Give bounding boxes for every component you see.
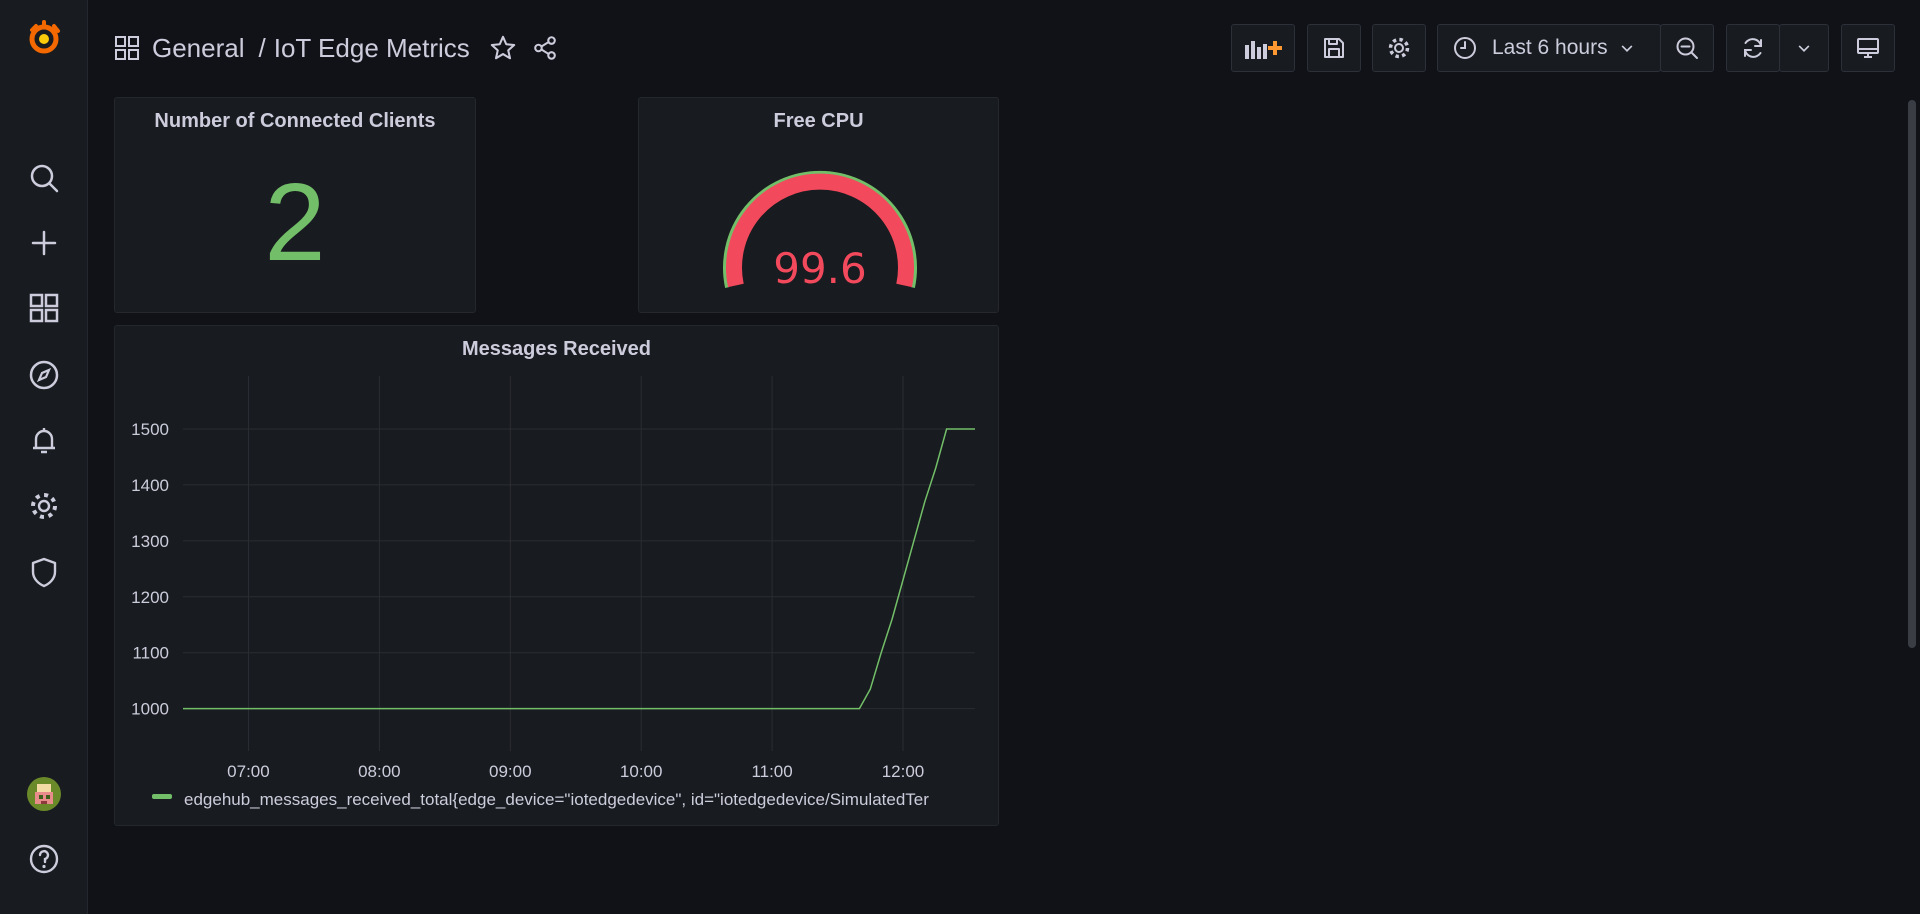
- tv-mode-icon: [1857, 38, 1879, 58]
- dashboards-icon: [115, 36, 139, 60]
- shield-icon[interactable]: [20, 548, 68, 596]
- avatar[interactable]: [20, 770, 68, 818]
- y-tick-label: 1200: [131, 588, 169, 607]
- add-panel-button[interactable]: [1231, 24, 1295, 72]
- breadcrumb: General / IoT Edge Metrics: [114, 28, 560, 68]
- x-tick-label: 10:00: [620, 762, 663, 781]
- zoom-out-icon: [1676, 37, 1698, 59]
- grafana-logo-icon[interactable]: [20, 14, 68, 62]
- y-tick-label: 1300: [131, 532, 169, 551]
- tv-mode-button[interactable]: [1841, 24, 1895, 72]
- search-icon[interactable]: [20, 154, 68, 202]
- share-icon[interactable]: [530, 33, 560, 63]
- timeseries-panel-messages-received[interactable]: Messages Received 1000 1100 1200 1300 1400 15…: [114, 325, 999, 826]
- gauge-threshold-arc: [723, 170, 917, 288]
- help-icon[interactable]: [20, 835, 68, 883]
- x-tick-label: 07:00: [227, 762, 270, 781]
- dashboard-title[interactable]: IoT Edge Metrics: [273, 32, 470, 63]
- clock-icon: [1454, 37, 1476, 59]
- series-line: [183, 428, 975, 710]
- x-tick-label: 09:00: [489, 762, 532, 781]
- plus-icon[interactable]: [20, 219, 68, 267]
- folder-link[interactable]: General: [152, 32, 245, 63]
- panel-title[interactable]: Messages Received: [461, 338, 651, 360]
- y-tick-label: 1400: [131, 476, 169, 495]
- x-tick-label: 11:00: [751, 762, 792, 781]
- alerting-icon[interactable]: [20, 416, 68, 464]
- stat-value: 2: [264, 161, 326, 284]
- y-tick-label: 1100: [132, 644, 169, 663]
- gauge-value: 99.6: [773, 244, 867, 293]
- refresh-interval-button[interactable]: [1779, 24, 1829, 72]
- refresh-button[interactable]: [1726, 24, 1780, 72]
- x-tick-label: 12:00: [882, 762, 925, 781]
- dashboard-settings-button[interactable]: [1372, 24, 1426, 72]
- messages-chart: 1000 1100 1200 1300 1400 1500 07:00 08:00 09:00 1…: [131, 376, 975, 809]
- x-tick-label: 08:00: [358, 762, 401, 781]
- save-dashboard-button[interactable]: [1307, 24, 1361, 72]
- chevron-down-icon: [1798, 45, 1810, 52]
- star-icon[interactable]: [488, 33, 518, 63]
- gauge-panel-free-cpu[interactable]: Free CPU 99.6: [638, 97, 999, 313]
- save-icon: [1324, 38, 1344, 58]
- chevron-down-icon: [1621, 45, 1633, 52]
- legend-label[interactable]: edgehub_messages_received_total{edge_dev…: [184, 790, 929, 809]
- scrollbar[interactable]: [1908, 100, 1916, 648]
- gauge: 99.6: [723, 170, 917, 293]
- y-tick-label: 1000: [131, 700, 169, 719]
- time-picker-button[interactable]: Last 6 hours: [1437, 24, 1661, 72]
- dashboards-icon[interactable]: [20, 284, 68, 332]
- refresh-icon: [1744, 38, 1762, 58]
- dashboard-nav: General / IoT Edge Metrics Last 6 hours: [88, 0, 1920, 98]
- explore-icon[interactable]: [20, 351, 68, 399]
- breadcrumb-separator: /: [258, 32, 266, 63]
- gear-icon[interactable]: [20, 482, 68, 530]
- side-menu: [0, 0, 88, 914]
- stat-panel-connected-clients[interactable]: Number of Connected Clients 2: [114, 97, 476, 313]
- zoom-out-button[interactable]: [1660, 24, 1714, 72]
- panel-title[interactable]: Free CPU: [773, 110, 864, 132]
- gear-icon: [1388, 37, 1410, 59]
- add-panel-icon: [1245, 41, 1282, 59]
- y-tick-label: 1500: [131, 420, 169, 439]
- time-range-label: Last 6 hours: [1492, 36, 1608, 59]
- panel-title[interactable]: Number of Connected Clients: [154, 110, 436, 132]
- legend-swatch: [152, 794, 172, 799]
- gauge-value-arc: [726, 173, 914, 288]
